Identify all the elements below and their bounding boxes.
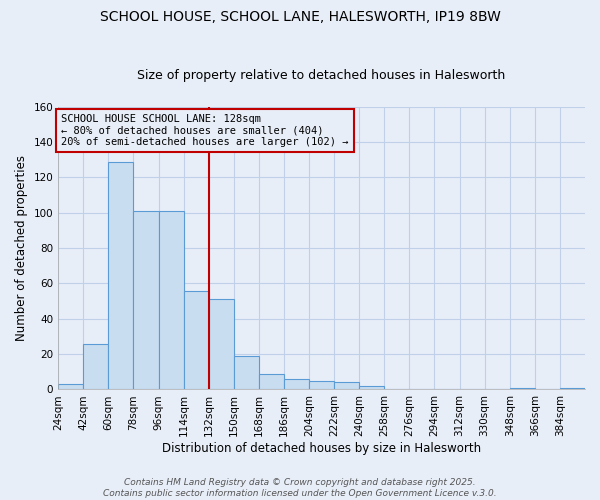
Text: Contains HM Land Registry data © Crown copyright and database right 2025.
Contai: Contains HM Land Registry data © Crown c…	[103, 478, 497, 498]
Bar	[309, 380, 334, 390]
Bar	[560, 388, 585, 390]
Bar	[83, 344, 109, 390]
Bar	[284, 379, 309, 390]
Text: SCHOOL HOUSE, SCHOOL LANE, HALESWORTH, IP19 8BW: SCHOOL HOUSE, SCHOOL LANE, HALESWORTH, I…	[100, 10, 500, 24]
Y-axis label: Number of detached properties: Number of detached properties	[15, 155, 28, 341]
Bar	[334, 382, 359, 390]
Bar	[359, 386, 385, 390]
Bar	[158, 211, 184, 390]
X-axis label: Distribution of detached houses by size in Halesworth: Distribution of detached houses by size …	[162, 442, 481, 455]
Bar	[58, 384, 83, 390]
Bar	[234, 356, 259, 390]
Bar	[259, 374, 284, 390]
Text: SCHOOL HOUSE SCHOOL LANE: 128sqm
← 80% of detached houses are smaller (404)
20% : SCHOOL HOUSE SCHOOL LANE: 128sqm ← 80% o…	[61, 114, 349, 147]
Bar	[209, 300, 234, 390]
Bar	[109, 162, 133, 390]
Bar	[184, 290, 209, 390]
Bar	[510, 388, 535, 390]
Bar	[133, 211, 158, 390]
Title: Size of property relative to detached houses in Halesworth: Size of property relative to detached ho…	[137, 69, 506, 82]
